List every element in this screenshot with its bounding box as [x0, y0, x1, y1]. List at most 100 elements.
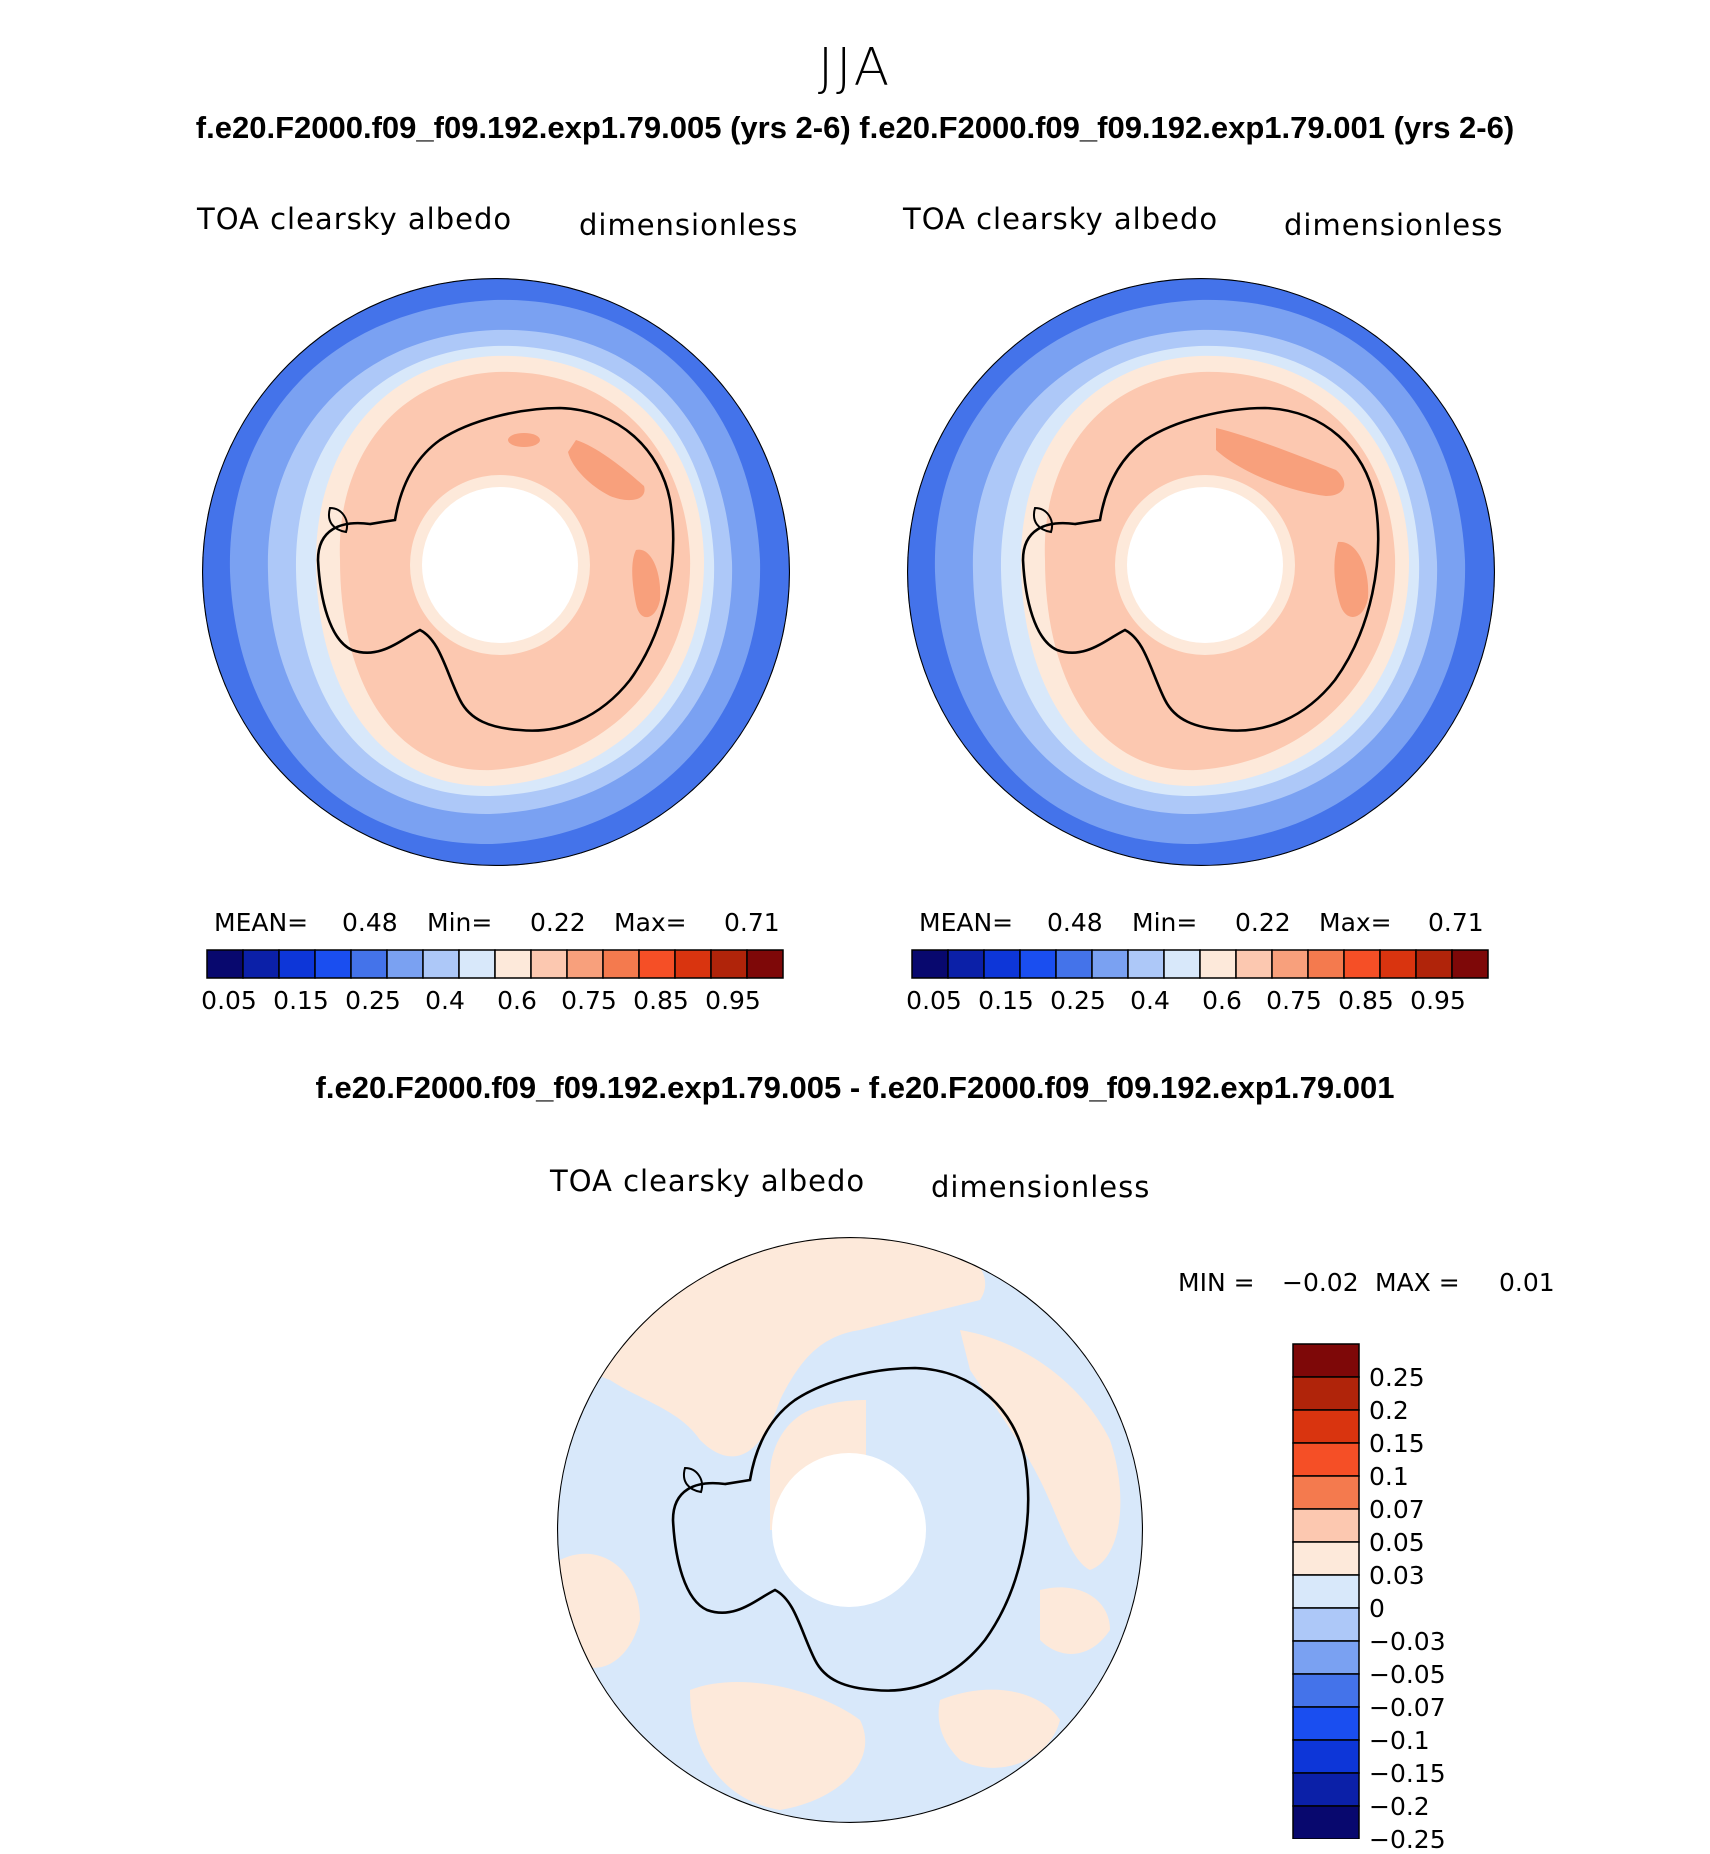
diff-min-value: −0.02	[1282, 1268, 1359, 1297]
cbar1-tick-label: 0.95	[705, 986, 761, 1015]
cbar3-swatch-3	[1292, 1442, 1360, 1477]
diff-variable-label: TOA clearsky albedo	[550, 1164, 866, 1198]
cbar1-swatch-15	[746, 949, 784, 979]
panel1-mean-value: 0.48	[342, 908, 398, 937]
panel2-max-label: Max=	[1319, 908, 1392, 937]
map2-pole-hole	[1127, 487, 1283, 643]
cbar1-tick-label: 0.15	[273, 986, 329, 1015]
cbar3-tick-label: −0.2	[1369, 1792, 1430, 1821]
cbar1-swatch-4	[350, 949, 388, 979]
cbar2-tick-label: 0.05	[906, 986, 962, 1015]
cbar1-swatch-2	[278, 949, 316, 979]
cbar1-tick-label: 0.25	[345, 986, 401, 1015]
diff-units-label: dimensionless	[931, 1170, 1151, 1204]
diff-coastline	[671, 1366, 1030, 1692]
cbar2-tick-label: 0.4	[1130, 986, 1170, 1015]
colorbar-panel-2	[911, 949, 1489, 979]
colorbar-panel-1	[206, 949, 784, 979]
diff-positive-south	[690, 1681, 866, 1810]
cbar3-tick-label: 0	[1369, 1594, 1385, 1623]
cbar3-tick-label: 0.2	[1369, 1396, 1409, 1425]
cbar1-tick-label: 0.4	[425, 986, 465, 1015]
cbar1-swatch-12	[638, 949, 676, 979]
case-title: f.e20.F2000.f09_f09.192.exp1.79.005 (yrs…	[195, 110, 1515, 145]
cbar2-swatch-5	[1091, 949, 1129, 979]
panel1-max-label: Max=	[614, 908, 687, 937]
cbar3-swatch-1	[1292, 1376, 1360, 1411]
map2-high-region-a	[1216, 428, 1345, 496]
cbar3-swatch-11	[1292, 1706, 1360, 1741]
difference-title: f.e20.F2000.f09_f09.192.exp1.79.005 - f.…	[315, 1070, 1395, 1105]
panel1-min-label: Min=	[427, 908, 493, 937]
cbar2-swatch-11	[1307, 949, 1345, 979]
cbar2-tick-label: 0.85	[1338, 986, 1394, 1015]
cbar3-swatch-13	[1292, 1772, 1360, 1807]
map2-high-region-b	[1334, 541, 1369, 617]
cbar3-tick-label: 0.15	[1369, 1429, 1425, 1458]
colorbar-difference	[1292, 1343, 1360, 1839]
cbar2-swatch-0	[911, 949, 949, 979]
diff-pole-hole	[772, 1453, 926, 1607]
diff-max-value: 0.01	[1499, 1268, 1555, 1297]
cbar3-tick-label: −0.05	[1369, 1660, 1446, 1689]
map1-high-region-c	[508, 433, 540, 447]
map1-coastline	[316, 406, 675, 732]
cbar1-tick-label: 0.85	[633, 986, 689, 1015]
cbar2-tick-label: 0.95	[1410, 986, 1466, 1015]
cbar2-swatch-7	[1163, 949, 1201, 979]
cbar3-tick-label: −0.03	[1369, 1627, 1446, 1656]
cbar1-tick-label: 0.05	[201, 986, 257, 1015]
cbar3-tick-label: 0.05	[1369, 1528, 1425, 1557]
cbar2-swatch-1	[947, 949, 985, 979]
cbar3-swatch-4	[1292, 1475, 1360, 1510]
panel1-max-value: 0.71	[724, 908, 780, 937]
cbar3-tick-label: 0.1	[1369, 1462, 1409, 1491]
cbar3-swatch-2	[1292, 1409, 1360, 1444]
cbar3-tick-label: −0.25	[1369, 1825, 1446, 1854]
cbar1-swatch-14	[710, 949, 748, 979]
panel2-min-label: Min=	[1132, 908, 1198, 937]
panel2-mean-label: MEAN=	[919, 908, 1014, 937]
map1-high-region-a	[568, 440, 645, 501]
cbar3-tick-label: 0.03	[1369, 1561, 1425, 1590]
cbar2-swatch-4	[1055, 949, 1093, 979]
diff-min-label: MIN =	[1178, 1268, 1255, 1297]
cbar2-tick-label: 0.15	[978, 986, 1034, 1015]
cbar1-swatch-1	[242, 949, 280, 979]
cbar3-swatch-9	[1292, 1640, 1360, 1675]
map2-coastline	[1021, 406, 1380, 732]
cbar1-swatch-13	[674, 949, 712, 979]
cbar1-swatch-5	[386, 949, 424, 979]
diff-max-label: MAX =	[1375, 1268, 1460, 1297]
cbar2-swatch-14	[1415, 949, 1453, 979]
diff-positive-east2	[1040, 1587, 1110, 1654]
cbar3-swatch-10	[1292, 1673, 1360, 1708]
cbar3-tick-label: 0.07	[1369, 1495, 1425, 1524]
cbar3-swatch-5	[1292, 1508, 1360, 1543]
map-panel-difference	[557, 1237, 1143, 1823]
map1-pole-hole	[422, 487, 578, 643]
cbar2-swatch-3	[1019, 949, 1057, 979]
panel1-variable-label: TOA clearsky albedo	[197, 202, 513, 236]
cbar3-tick-label: −0.07	[1369, 1693, 1446, 1722]
cbar2-swatch-2	[983, 949, 1021, 979]
panel2-min-value: 0.22	[1235, 908, 1291, 937]
cbar3-swatch-8	[1292, 1607, 1360, 1642]
cbar3-swatch-12	[1292, 1739, 1360, 1774]
season-title: JJA	[817, 38, 893, 98]
map-panel-1	[202, 278, 790, 866]
map1-coast-detail	[328, 506, 348, 534]
cbar3-tick-label: −0.1	[1369, 1726, 1430, 1755]
cbar3-swatch-7	[1292, 1574, 1360, 1609]
cbar1-tick-label: 0.75	[561, 986, 617, 1015]
cbar1-swatch-6	[422, 949, 460, 979]
cbar1-swatch-10	[566, 949, 604, 979]
map1-high-region-b	[632, 549, 661, 618]
panel2-units-label: dimensionless	[1284, 208, 1504, 242]
panel2-mean-value: 0.48	[1047, 908, 1103, 937]
panel2-variable-label: TOA clearsky albedo	[903, 202, 1219, 236]
cbar1-swatch-7	[458, 949, 496, 979]
cbar3-swatch-0	[1292, 1343, 1360, 1378]
diff-positive-southeast	[938, 1689, 1060, 1768]
